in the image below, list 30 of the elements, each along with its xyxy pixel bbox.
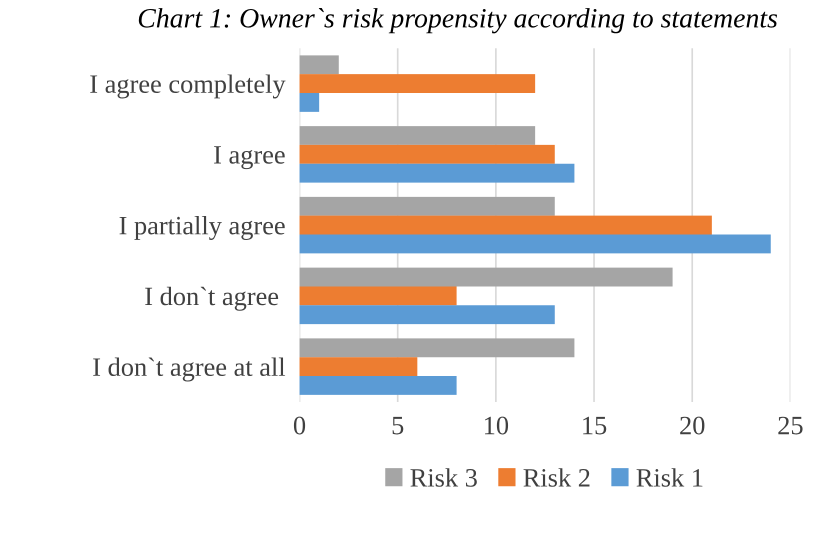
bar: [300, 126, 536, 145]
legend-label: Risk 2: [524, 468, 590, 487]
bar: [300, 268, 673, 286]
bar: [300, 196, 555, 216]
legend-label: Risk 3: [410, 468, 477, 487]
y-tick-label: I partially agree: [120, 216, 285, 240]
bar: [300, 74, 536, 94]
x-tick-label: 15: [583, 416, 606, 434]
bar: [300, 55, 339, 74]
bar: [300, 216, 712, 235]
x-tick-label: 0: [294, 416, 306, 434]
x-tick-label: 20: [680, 416, 704, 434]
bar: [300, 338, 574, 358]
x-tick-label: 5: [392, 416, 404, 434]
chart-title: Chart 1: Owner`s risk propensity according to statements: [138, 8, 778, 34]
bar: [300, 305, 555, 324]
bar: [300, 144, 555, 164]
bar: [300, 286, 457, 306]
bar: [300, 93, 320, 112]
y-tick-label: I don`t agree at all: [93, 357, 286, 382]
x-tick-label: 10: [485, 416, 508, 434]
y-tick-label: I agree completely: [90, 74, 286, 98]
x-tick-label: 25: [778, 416, 803, 434]
legend-label: Risk 1: [636, 468, 702, 487]
bar: [300, 234, 771, 254]
bar: [300, 164, 574, 183]
bar: [300, 376, 457, 395]
bar: [300, 357, 418, 376]
y-tick-label: I don`t agree: [145, 286, 278, 311]
y-tick-label: I agree: [214, 146, 285, 170]
